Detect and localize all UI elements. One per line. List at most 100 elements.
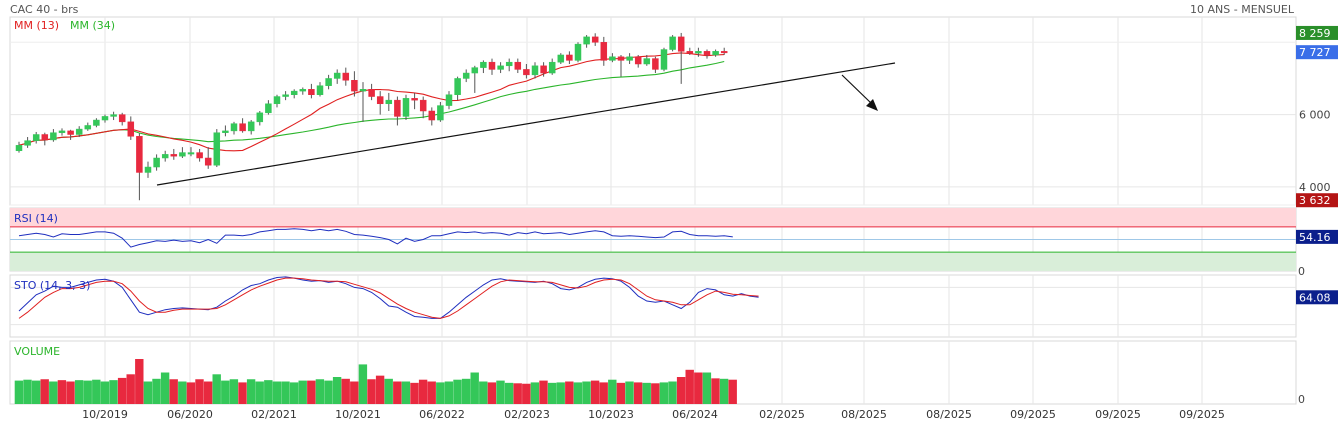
candle-body [144,166,152,173]
candle-body [316,85,324,95]
candle-body [394,99,401,117]
candle-body [196,152,203,159]
rsi-line [18,228,733,248]
volume-bar [522,383,531,404]
rsi-title: RSI (14) [14,212,58,225]
volume-bar [393,381,402,404]
volume-bar [178,381,187,404]
volume-bar [246,379,256,404]
volume-bar [169,379,178,404]
price-y-tick: 6 000 [1299,109,1331,122]
candle-body [445,94,453,106]
volume-bar [152,378,161,404]
trend-line [156,62,896,186]
volume-bar [616,382,626,404]
volume-bar [367,379,376,404]
volume-bar [668,381,677,404]
x-axis-label: 09/2025 [1179,408,1225,421]
candle-body [136,136,143,173]
legend-ma13: MM (13) [14,19,59,32]
volume-bar [255,381,264,404]
candle-body [471,67,479,74]
volume-bar [31,380,41,404]
volume-bar [221,380,230,404]
arrow-head [866,99,878,111]
candle-body [325,78,332,86]
x-axis-label: 09/2025 [1095,408,1141,421]
candle-body [368,89,375,97]
volume-bar [470,372,479,404]
legend-ma34: MM (34) [70,19,115,32]
candle-body [548,61,556,74]
candle-body [600,42,608,61]
candle-body [204,157,212,166]
candle-body [41,134,49,141]
volume-bar [530,382,540,404]
candle-body [557,54,565,63]
candle-body [488,61,496,70]
candle-body [591,36,599,43]
candle-body [290,90,298,95]
candle-body [574,43,582,61]
rsi-oversold-zone [10,252,1296,271]
volume-bar [40,379,49,404]
candle-body [505,61,513,67]
volume-title: VOLUME [14,345,60,358]
candle-body [531,65,539,76]
volume-bar [49,381,58,404]
x-axis-label: 08/2025 [926,408,972,421]
volume-bar [238,382,247,404]
volume-bar [143,381,153,404]
candle-body [419,99,427,112]
candle-body [256,112,264,123]
sto-marker-label: 64.08 [1299,291,1331,304]
candle-body [93,119,100,126]
volume-bar [633,382,643,404]
candle-body [333,72,341,79]
candle-body [411,98,418,101]
arrow-shaft [841,74,873,105]
candle-body [110,114,117,117]
ma34-line [18,60,725,146]
price-marker-box [1296,193,1338,208]
candle-body [540,65,547,74]
rsi-marker-label: 54.16 [1299,231,1331,244]
volume-bar [74,380,84,404]
volume-bar [186,382,196,404]
volume-bar [358,364,368,404]
volume-bar [436,382,445,404]
volume-bar [711,378,720,404]
volume-bar [676,377,686,404]
volume-bar [66,381,75,404]
volume-bar [324,380,333,404]
candle-body [239,123,246,132]
candle-body [67,130,74,135]
rsi-overbought-zone [10,208,1296,227]
volume-bar [487,382,497,404]
price-marker-box [1296,25,1338,40]
candle-body [187,152,195,155]
candle-body [247,121,255,132]
volume-bar [642,382,651,404]
candle-body [161,154,169,159]
pane-sto-frame [9,274,1297,338]
candle-body [454,78,461,95]
candle-body [497,65,504,70]
price-y-tick: 4 000 [1299,181,1331,194]
volume-bar [582,381,591,404]
volume-bar [229,379,239,404]
candle-body [643,58,651,65]
candle-body [273,96,281,105]
candle-body [617,56,625,61]
x-axis-label: 06/2024 [672,408,718,421]
candle-body [213,132,221,166]
candle-body [462,72,470,79]
volume-bar [92,379,101,404]
candle-body [230,123,238,132]
rsi-y-tick: 0 [1298,265,1305,278]
candle-body [712,51,719,56]
candle-body [677,36,685,52]
candle-body [101,116,109,121]
volume-bar [14,380,24,404]
